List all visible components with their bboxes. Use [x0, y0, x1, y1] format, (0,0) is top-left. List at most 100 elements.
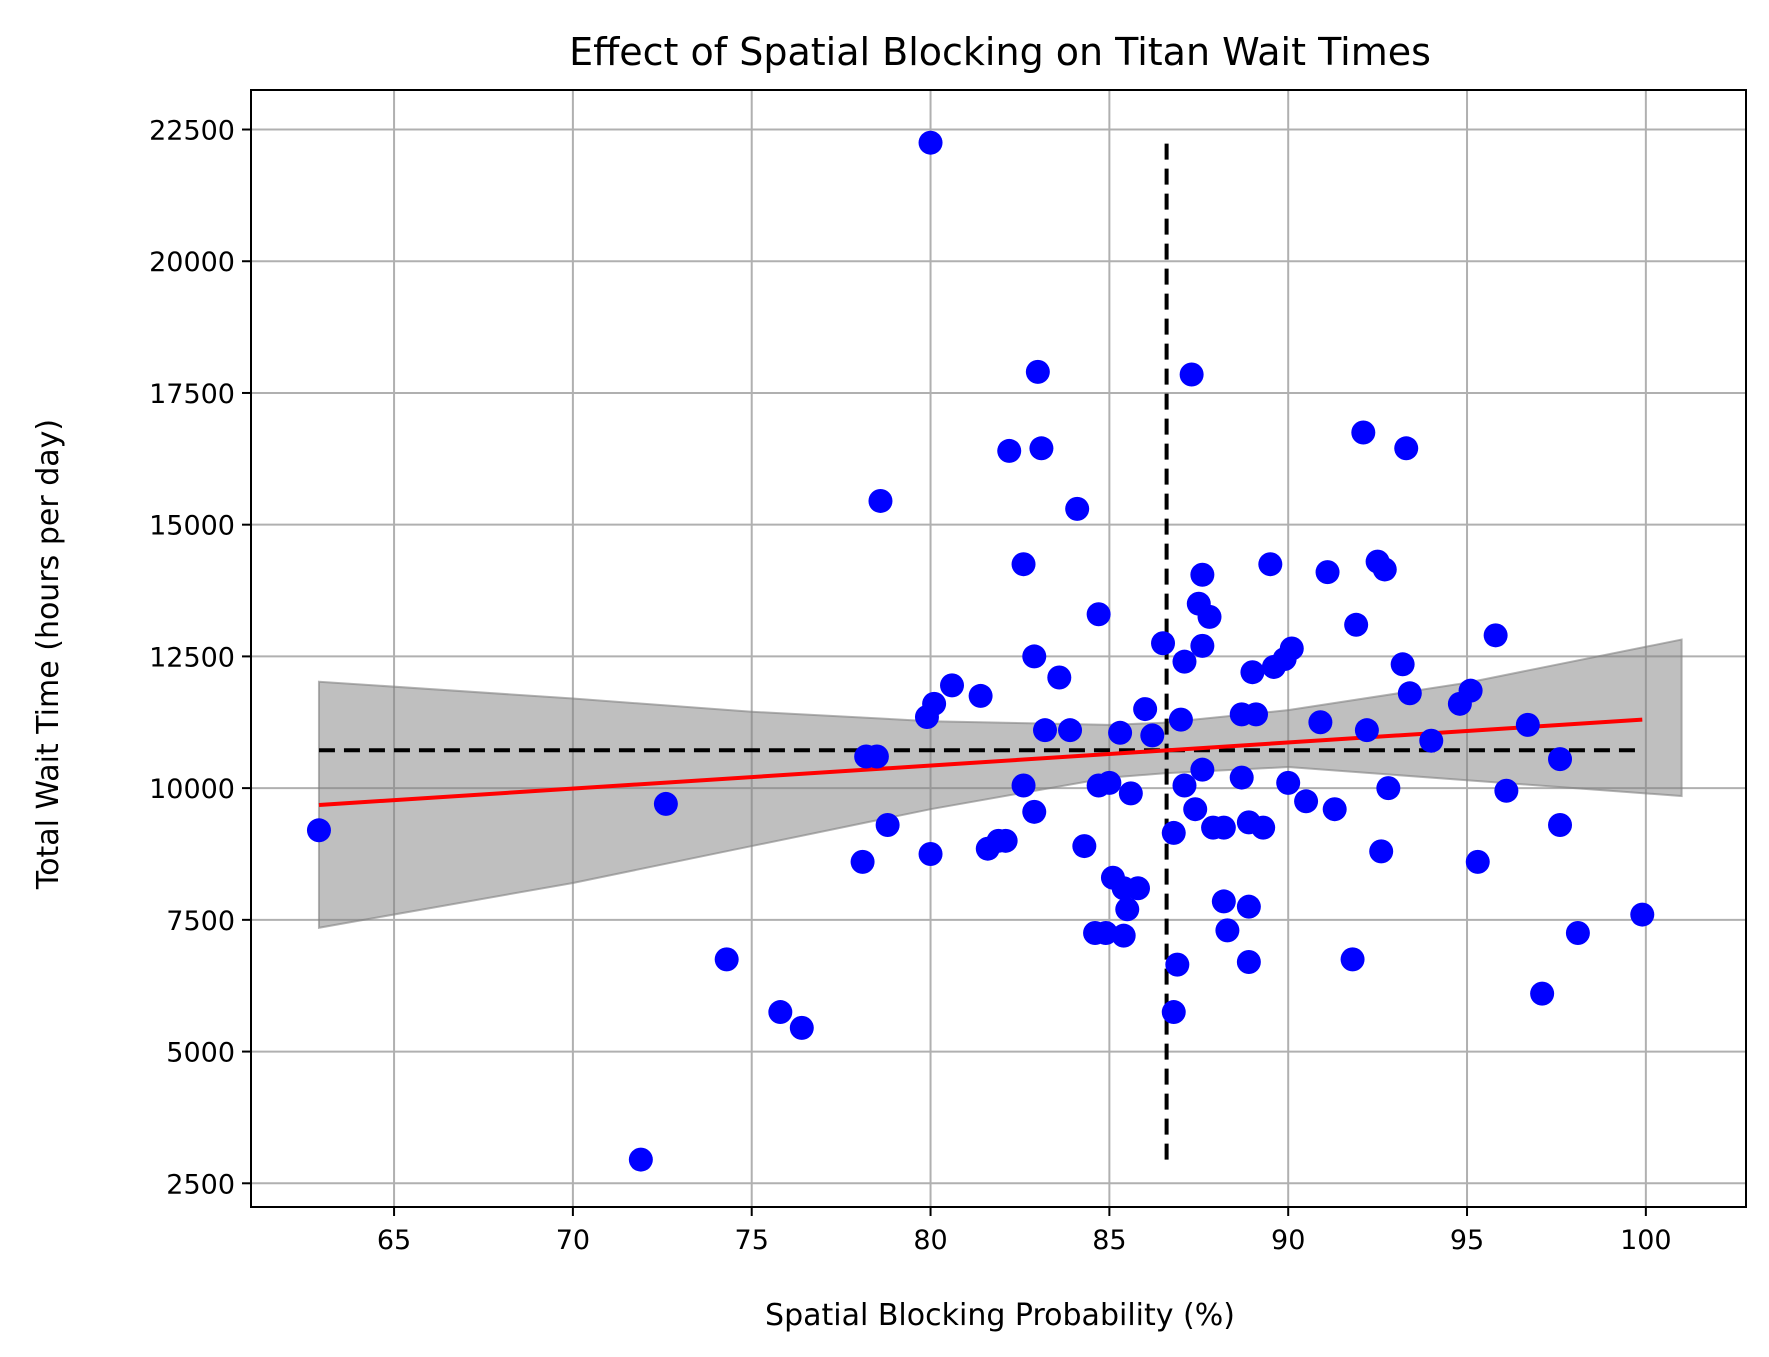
data-point-13	[918, 130, 943, 155]
y-axis-label: Total Wait Time (hours per day)	[31, 419, 66, 890]
data-point-89	[1390, 652, 1415, 677]
chart-title: Effect of Spatial Blocking on Titan Wait…	[569, 30, 1431, 74]
data-point-94	[1458, 678, 1483, 703]
data-point-36	[1097, 770, 1122, 795]
data-point-62	[1211, 815, 1236, 840]
y-tick-label-8: 22500	[149, 116, 235, 147]
data-point-29	[1058, 718, 1083, 743]
data-point-69	[1240, 660, 1265, 685]
data-points	[306, 130, 1655, 1172]
data-point-78	[1308, 710, 1333, 735]
data-point-12	[918, 841, 943, 866]
x-axis-label: Spatial Blocking Probability (%)	[765, 1298, 1235, 1333]
data-point-95	[1465, 849, 1490, 874]
data-point-99	[1530, 981, 1555, 1006]
y-tick-label-6: 17500	[149, 379, 235, 410]
data-point-58	[1190, 562, 1215, 587]
data-point-50	[1168, 707, 1193, 732]
data-point-88	[1376, 776, 1401, 801]
data-point-33	[1086, 602, 1111, 627]
data-point-20	[997, 438, 1022, 463]
data-point-5	[789, 1015, 814, 1040]
data-point-49	[1165, 952, 1190, 977]
data-point-70	[1244, 702, 1269, 727]
y-tick-label-5: 15000	[149, 511, 235, 542]
data-point-71	[1251, 815, 1276, 840]
y-tick-label-1: 5000	[166, 1038, 235, 1069]
data-point-53	[1179, 362, 1204, 387]
data-point-63	[1215, 918, 1240, 943]
data-point-6	[850, 849, 875, 874]
y-tick-label-7: 20000	[149, 247, 235, 278]
data-point-10	[875, 813, 900, 838]
x-tick-label-3: 80	[913, 1225, 947, 1256]
data-point-44	[1133, 697, 1158, 722]
data-point-67	[1236, 949, 1261, 974]
data-point-97	[1494, 778, 1519, 803]
data-point-40	[1111, 923, 1136, 948]
data-point-83	[1351, 420, 1376, 445]
data-point-16	[968, 683, 993, 708]
data-point-26	[1029, 436, 1054, 461]
data-point-4	[768, 1000, 793, 1025]
data-point-31	[1072, 834, 1097, 859]
data-point-56	[1190, 757, 1215, 782]
y-axis-ticks: 2500 5000 7500 10000 12500 15000 17500 20000 225…	[149, 116, 251, 1200]
x-tick-label-1: 70	[556, 1225, 590, 1256]
x-tick-label-6: 95	[1450, 1225, 1484, 1256]
data-point-43	[1125, 876, 1150, 901]
y-tick-label-3: 10000	[149, 774, 235, 805]
data-point-82	[1344, 612, 1369, 637]
data-point-47	[1161, 1000, 1186, 1025]
data-point-1	[653, 791, 678, 816]
data-point-61	[1211, 889, 1236, 914]
data-point-103	[1630, 902, 1655, 927]
data-point-22	[1011, 552, 1036, 577]
x-tick-label-2: 75	[735, 1225, 769, 1256]
data-point-54	[1183, 797, 1208, 822]
data-point-14	[922, 691, 947, 716]
data-point-101	[1548, 813, 1573, 838]
data-point-38	[1108, 720, 1133, 745]
data-point-102	[1565, 921, 1590, 946]
data-point-0	[306, 818, 331, 843]
data-point-96	[1483, 623, 1508, 648]
x-tick-label-7: 100	[1620, 1225, 1672, 1256]
data-point-30	[1065, 496, 1090, 521]
data-point-68	[1236, 894, 1261, 919]
data-point-98	[1515, 712, 1540, 737]
data-point-28	[1047, 665, 1072, 690]
data-point-3	[714, 947, 739, 972]
data-point-35	[1093, 921, 1118, 946]
data-point-80	[1322, 797, 1347, 822]
data-point-100	[1548, 747, 1573, 772]
data-point-91	[1397, 681, 1422, 706]
data-point-21	[1011, 773, 1036, 798]
data-point-48	[1161, 820, 1186, 845]
data-point-57	[1190, 633, 1215, 658]
data-point-41	[1115, 897, 1140, 922]
data-point-76	[1279, 636, 1304, 661]
data-point-2	[628, 1147, 653, 1172]
x-axis-ticks: 65 70 75 80 85 90 95 100	[377, 1207, 1672, 1256]
x-tick-label-0: 65	[377, 1225, 411, 1256]
data-point-15	[940, 673, 965, 698]
data-point-9	[868, 488, 893, 513]
data-point-72	[1258, 552, 1283, 577]
data-point-8	[864, 744, 889, 769]
data-point-81	[1340, 947, 1365, 972]
plot-frame	[250, 89, 1747, 1208]
data-point-75	[1276, 770, 1301, 795]
data-point-84	[1354, 718, 1379, 743]
y-tick-label-2: 7500	[166, 906, 235, 937]
data-point-27	[1032, 718, 1057, 743]
data-point-87	[1372, 557, 1397, 582]
data-point-59	[1197, 604, 1222, 629]
data-point-92	[1419, 728, 1444, 753]
data-point-19	[993, 828, 1018, 853]
data-point-77	[1294, 789, 1319, 814]
data-point-64	[1229, 765, 1254, 790]
data-point-90	[1394, 436, 1419, 461]
data-point-46	[1151, 631, 1176, 656]
